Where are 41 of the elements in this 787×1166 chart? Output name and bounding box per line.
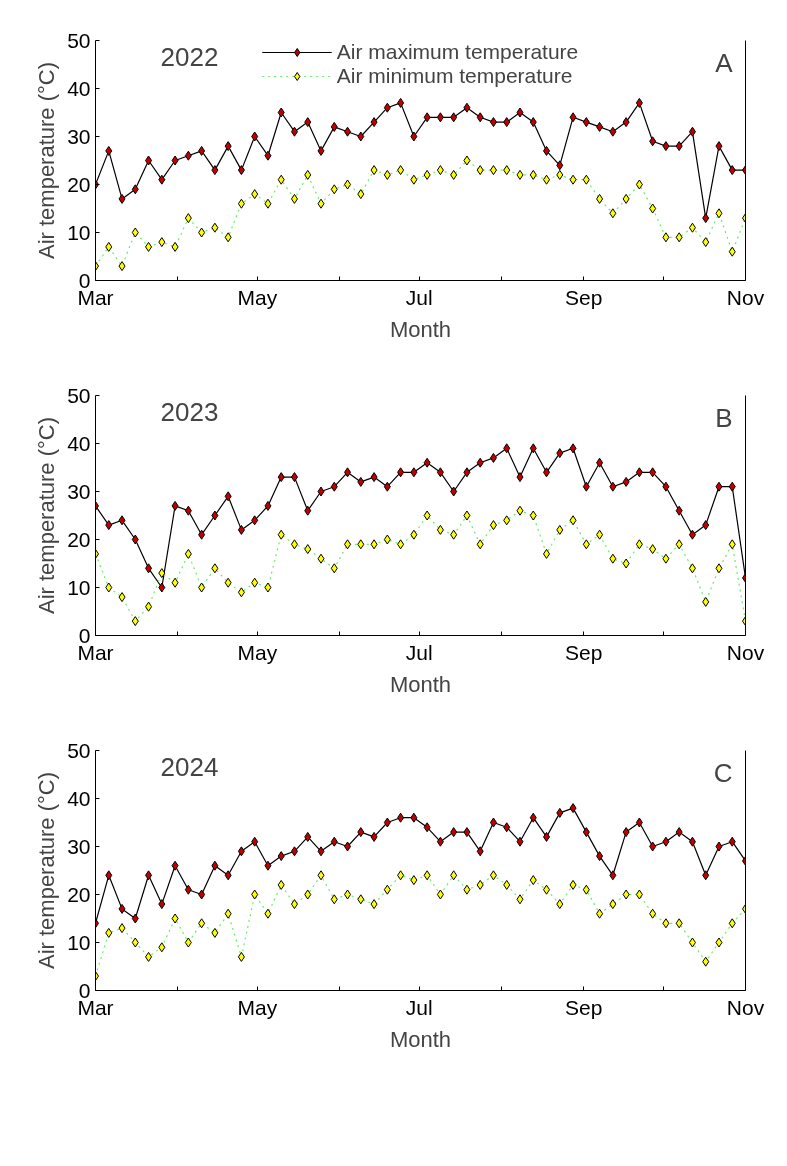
y-tick-label: 50 <box>67 28 91 52</box>
y-tick-label: 10 <box>67 220 91 244</box>
y-axis-title: Air temperature (°C) <box>34 416 60 615</box>
y-tick-label: 10 <box>67 930 91 954</box>
x-tick-label: Sep <box>564 995 603 1019</box>
legend-label: Air minimum temperature <box>336 64 573 88</box>
x-tick-label: May <box>237 640 278 664</box>
y-tick-label: 30 <box>67 834 91 858</box>
x-tick-label: Sep <box>564 285 603 309</box>
y-tick-label: 20 <box>67 172 91 196</box>
annotation: A <box>715 47 734 78</box>
annotation: B <box>715 402 733 433</box>
annotation: 2022 <box>160 41 219 72</box>
x-tick-label: May <box>237 285 278 309</box>
x-tick-label: Sep <box>564 640 603 664</box>
x-tick-label: Nov <box>726 285 765 309</box>
x-tick-label: Nov <box>726 995 765 1019</box>
x-axis-title: Month <box>389 671 452 697</box>
x-tick-label: May <box>237 995 278 1019</box>
y-tick-label: 20 <box>67 882 91 906</box>
annotation: C <box>713 757 733 788</box>
x-axis-title: Month <box>389 1026 452 1052</box>
x-tick-label: Jul <box>405 640 433 664</box>
x-tick-label: Nov <box>726 640 765 664</box>
y-tick-label: 30 <box>67 124 91 148</box>
x-tick-label: Jul <box>405 285 433 309</box>
legend-label: Air maximum temperature <box>336 40 579 64</box>
x-axis-title: Month <box>389 316 452 342</box>
y-axis-title: Air temperature (°C) <box>34 771 60 970</box>
y-tick-label: 50 <box>67 383 91 407</box>
y-axis-title: Air temperature (°C) <box>34 61 60 260</box>
y-tick-label: 40 <box>67 431 91 455</box>
y-tick-label: 10 <box>67 575 91 599</box>
annotation: 2024 <box>160 751 219 782</box>
y-tick-label: 20 <box>67 527 91 551</box>
annotation: 2023 <box>160 396 219 427</box>
x-tick-label: Jul <box>405 995 433 1019</box>
y-tick-label: 50 <box>67 738 91 762</box>
y-tick-label: 40 <box>67 76 91 100</box>
y-tick-label: 30 <box>67 479 91 503</box>
y-tick-label: 40 <box>67 786 91 810</box>
